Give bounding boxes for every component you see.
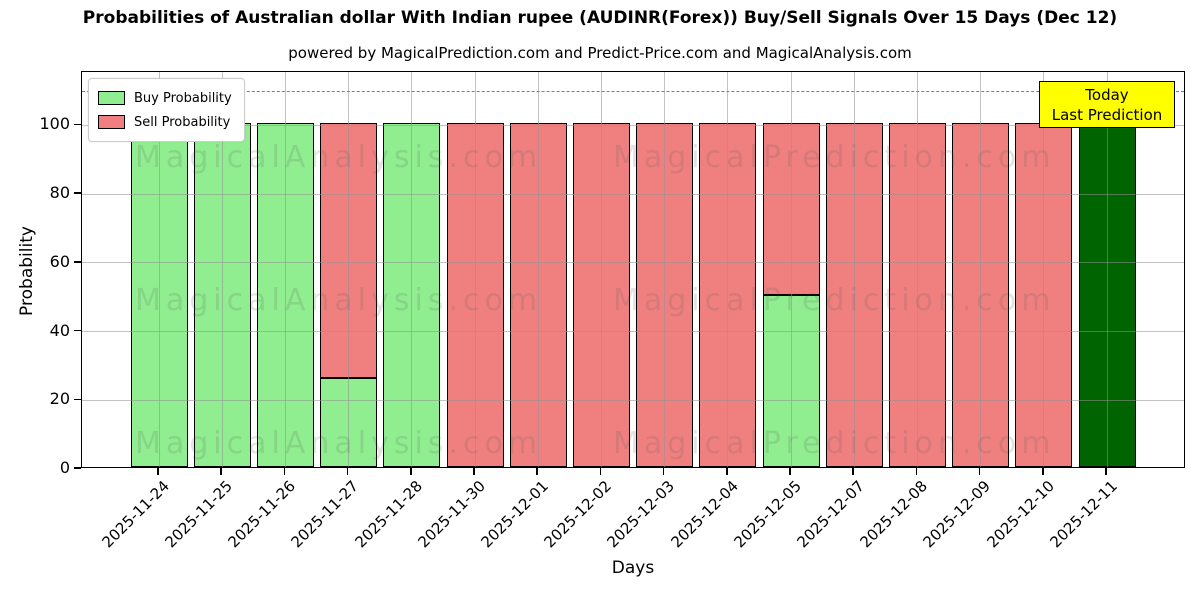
watermark-text: MagicalPrediction.com (613, 140, 1056, 175)
v-gridline (1043, 72, 1045, 467)
v-gridline (853, 72, 855, 467)
x-tick-label: 2025-12-02 (540, 477, 616, 552)
plot-area: MagicalAnalysis.com MagicalPrediction.co… (81, 71, 1185, 468)
watermark-text: MagicalPrediction.com (613, 283, 1056, 318)
v-gridline (411, 72, 413, 467)
chart-subtitle: powered by MagicalPrediction.com and Pre… (288, 44, 912, 62)
x-tick-mark (220, 468, 222, 475)
buy-color-swatch (98, 91, 125, 105)
x-tick-mark (157, 468, 159, 475)
x-tick-mark (283, 468, 286, 475)
h-gridline (82, 262, 1184, 264)
watermark-text: MagicalAnalysis.com (135, 283, 543, 318)
v-gridline (727, 72, 729, 467)
v-gridline (664, 72, 666, 467)
x-tick-label: 2025-11-25 (161, 477, 236, 552)
x-tick-mark (852, 468, 854, 475)
legend-label-sell: Sell Probability (134, 114, 231, 130)
x-tick-mark (978, 468, 981, 475)
v-gridline (284, 72, 286, 467)
legend-label-buy: Buy Probability (134, 90, 232, 106)
today-annotation-line1: Today (1085, 85, 1129, 104)
x-tick-label: 2025-12-10 (983, 477, 1058, 552)
x-tick-mark (1042, 468, 1044, 475)
v-gridline (348, 72, 350, 467)
x-tick-mark (473, 468, 475, 475)
v-gridline (600, 72, 602, 467)
y-tick-mark (74, 467, 81, 469)
v-gridline (537, 72, 539, 467)
legend: Buy Probability Sell Probability (88, 78, 245, 142)
x-tick-mark (726, 468, 728, 475)
x-tick-label: 2025-12-11 (1046, 477, 1121, 552)
y-tick-mark (74, 398, 81, 400)
today-annotation-box: Today Last Prediction (1039, 81, 1175, 128)
x-tick-mark (410, 468, 412, 475)
v-gridline (980, 72, 982, 467)
v-gridline (221, 72, 223, 467)
x-tick-label: 2025-12-07 (793, 477, 868, 552)
x-tick-label: 2025-12-03 (603, 477, 679, 552)
x-tick-mark (536, 468, 538, 475)
sell-color-swatch (98, 115, 125, 129)
v-gridline (790, 72, 792, 467)
y-tick-mark (74, 329, 81, 332)
h-gridline (82, 331, 1184, 332)
x-tick-mark (662, 468, 665, 475)
y-tick-label: 60 (49, 251, 70, 271)
y-tick-label: 80 (49, 183, 70, 203)
h-gridline (82, 124, 1184, 126)
y-axis-label: Probability (17, 226, 37, 316)
y-tick-label: 40 (49, 320, 70, 340)
h-gridline (82, 399, 1184, 401)
y-tick-mark (74, 261, 81, 263)
y-tick-mark (74, 123, 81, 126)
x-tick-mark (1105, 468, 1107, 475)
x-tick-label: 2025-12-01 (477, 477, 552, 552)
x-tick-label: 2025-11-26 (224, 477, 300, 552)
x-tick-mark (789, 468, 791, 475)
y-tick-label: 100 (39, 114, 70, 134)
h-gridline (82, 193, 1184, 195)
y-tick-label: 0 (59, 458, 70, 477)
v-gridline (474, 72, 476, 467)
x-tick-mark (599, 468, 602, 475)
v-gridline (916, 72, 918, 467)
x-tick-label: 2025-11-24 (98, 477, 173, 552)
x-axis-label: Days (611, 558, 655, 578)
legend-entry-buy: Buy Probability (98, 86, 232, 110)
x-tick-label: 2025-12-05 (730, 477, 805, 552)
y-tick-mark (74, 192, 81, 194)
x-tick-label: 2025-11-28 (351, 477, 426, 552)
legend-entry-sell: Sell Probability (98, 110, 232, 134)
y-tick-label: 20 (49, 389, 70, 409)
x-tick-label: 2025-12-09 (919, 477, 995, 552)
dashed-threshold-line (82, 90, 1184, 92)
v-gridline (158, 72, 160, 467)
v-gridline (1106, 72, 1108, 467)
x-tick-mark (346, 468, 349, 475)
x-tick-label: 2025-12-04 (667, 477, 742, 552)
x-tick-label: 2025-12-08 (856, 477, 932, 552)
chart-title: Probabilities of Australian dollar With … (82, 8, 1118, 28)
watermark-text: MagicalAnalysis.com (135, 426, 543, 461)
x-tick-label: 2025-11-30 (414, 477, 489, 552)
today-annotation-line2: Last Prediction (1051, 105, 1163, 124)
x-tick-mark (915, 468, 918, 475)
watermark-text: MagicalAnalysis.com (135, 140, 543, 175)
x-tick-label: 2025-11-27 (287, 477, 363, 552)
watermark-text: MagicalPrediction.com (613, 426, 1056, 461)
